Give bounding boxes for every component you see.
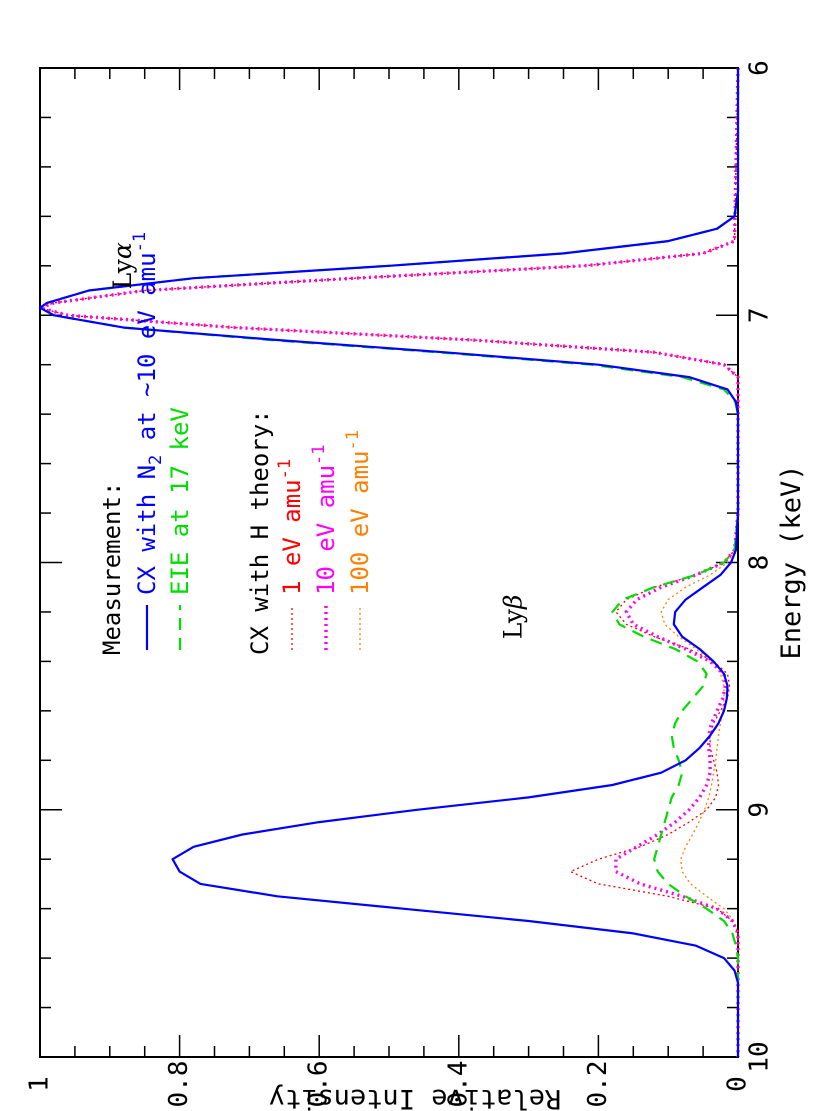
y-tick-label: 0.2 xyxy=(583,1061,613,1108)
legend-heading-measurement: Measurement: xyxy=(98,482,126,655)
y-tick-label: 1 xyxy=(25,1076,55,1092)
y-tick-label: 0.6 xyxy=(304,1061,334,1108)
legend-heading-theory: CX with H theory: xyxy=(246,409,274,655)
legend-entry-theory: 10 eV amu-1 xyxy=(309,444,340,595)
y-axis-title: Relative Intensity xyxy=(269,1083,562,1111)
y-tick-label: 0 xyxy=(723,1076,753,1092)
series-layer xyxy=(38,67,740,1057)
x-tick-label: 10 xyxy=(745,1041,775,1072)
x-axis-title: Energy (keV) xyxy=(776,464,807,659)
legend-entry-theory: 100 eV amu-1 xyxy=(343,430,374,595)
x-tick-label: 8 xyxy=(745,555,775,571)
legend-entry-theory: 1 eV amu-1 xyxy=(275,459,306,595)
peak-label: Lyα xyxy=(107,242,136,289)
peak-label: Lyβ xyxy=(498,595,527,640)
legend-entry-cx-n2: CX with N2 at ~10 eV amu-1 xyxy=(130,232,166,595)
annotations: Lyα Lyβ xyxy=(107,242,527,639)
legend: Measurement: CX with H theory: CX with N2 … xyxy=(98,232,374,655)
series-line xyxy=(39,67,739,1057)
y-tick-label: 0.8 xyxy=(164,1061,194,1108)
x-tick-label: 9 xyxy=(745,802,775,818)
x-tick-label: 7 xyxy=(745,307,775,323)
y-tick-label: 0.4 xyxy=(443,1061,473,1108)
x-tick-label: 6 xyxy=(745,60,775,76)
series-line xyxy=(38,68,740,1057)
legend-entry-eie: EIE at 17 keV xyxy=(166,407,194,595)
ticks-layer: 6 7 8 9 10 0 0.2 0.4 0.6 0.8 1 xyxy=(25,60,775,1107)
